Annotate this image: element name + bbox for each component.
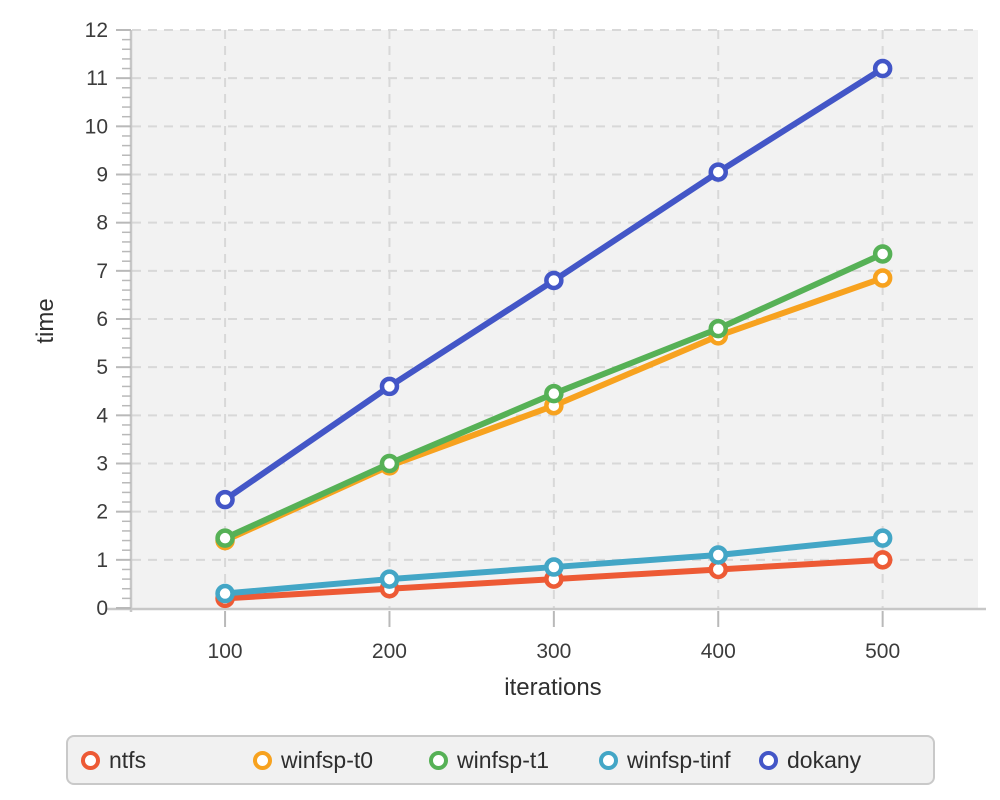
series-dokany (215, 58, 893, 510)
svg-text:3: 3 (96, 453, 108, 476)
marker-ntfs-500 (872, 550, 893, 570)
svg-text:4: 4 (96, 404, 108, 427)
legend-item-winfsp-t1[interactable]: winfsp-t1 (429, 747, 599, 774)
legend-marker-winfsp-t1 (429, 750, 448, 770)
legend-label-ntfs: ntfs (109, 746, 147, 773)
marker-winfsp-t1-200 (379, 453, 400, 474)
legend: ntfs winfsp-t0 winfsp-t1 winfsp-tinf dokany (66, 735, 935, 785)
svg-text:9: 9 (96, 164, 108, 187)
marker-winfsp-t1-500 (872, 244, 893, 264)
svg-text:200: 200 (372, 640, 407, 663)
marker-dokany-500 (872, 58, 893, 79)
svg-text:12: 12 (85, 19, 108, 42)
series-winfsp-t1 (215, 244, 893, 548)
svg-text:5: 5 (96, 356, 108, 379)
legend-label-dokany: dokany (787, 746, 862, 773)
svg-text:6: 6 (96, 308, 108, 331)
svg-text:500: 500 (865, 640, 900, 663)
marker-winfsp-tinf-300 (544, 557, 564, 577)
svg-text:1: 1 (96, 549, 108, 572)
marker-dokany-100 (215, 489, 235, 510)
marker-winfsp-t1-100 (215, 528, 235, 548)
marker-winfsp-t1-400 (708, 318, 729, 339)
y-axis-title: time (32, 298, 59, 344)
svg-text:400: 400 (701, 640, 736, 663)
legend-item-winfsp-t0[interactable]: winfsp-t0 (253, 747, 429, 774)
legend-item-winfsp-tinf[interactable]: winfsp-tinf (599, 747, 759, 774)
marker-winfsp-tinf-200 (379, 569, 400, 589)
legend-marker-winfsp-tinf (599, 750, 618, 770)
svg-text:100: 100 (208, 640, 243, 663)
marker-winfsp-t1-300 (544, 383, 564, 404)
svg-text:10: 10 (85, 115, 108, 138)
svg-text:2: 2 (96, 501, 108, 524)
marker-winfsp-tinf-400 (708, 545, 729, 565)
marker-winfsp-t0-500 (872, 268, 893, 288)
legend-marker-winfsp-t0 (253, 750, 272, 770)
series-winfsp-tinf (215, 528, 893, 604)
legend-label-winfsp-t0: winfsp-t0 (281, 746, 374, 773)
svg-text:300: 300 (536, 640, 571, 663)
svg-text:7: 7 (96, 260, 108, 283)
marker-dokany-200 (379, 376, 400, 397)
marker-dokany-400 (708, 162, 729, 182)
marker-winfsp-tinf-500 (872, 528, 893, 548)
x-axis: 100 200 300 400 500 (208, 611, 900, 663)
svg-text:11: 11 (86, 67, 108, 90)
svg-text:0: 0 (96, 597, 108, 620)
x-axis-title: iterations (504, 674, 602, 701)
legend-marker-ntfs (81, 750, 100, 770)
legend-marker-dokany (759, 750, 778, 770)
svg-text:8: 8 (96, 212, 108, 235)
legend-label-winfsp-t1: winfsp-t1 (457, 746, 550, 773)
legend-item-ntfs[interactable]: ntfs (81, 747, 253, 774)
marker-dokany-300 (544, 270, 564, 291)
marker-winfsp-tinf-100 (215, 583, 235, 604)
legend-label-winfsp-tinf: winfsp-tinf (627, 746, 731, 773)
legend-item-dokany[interactable]: dokany (759, 747, 861, 774)
